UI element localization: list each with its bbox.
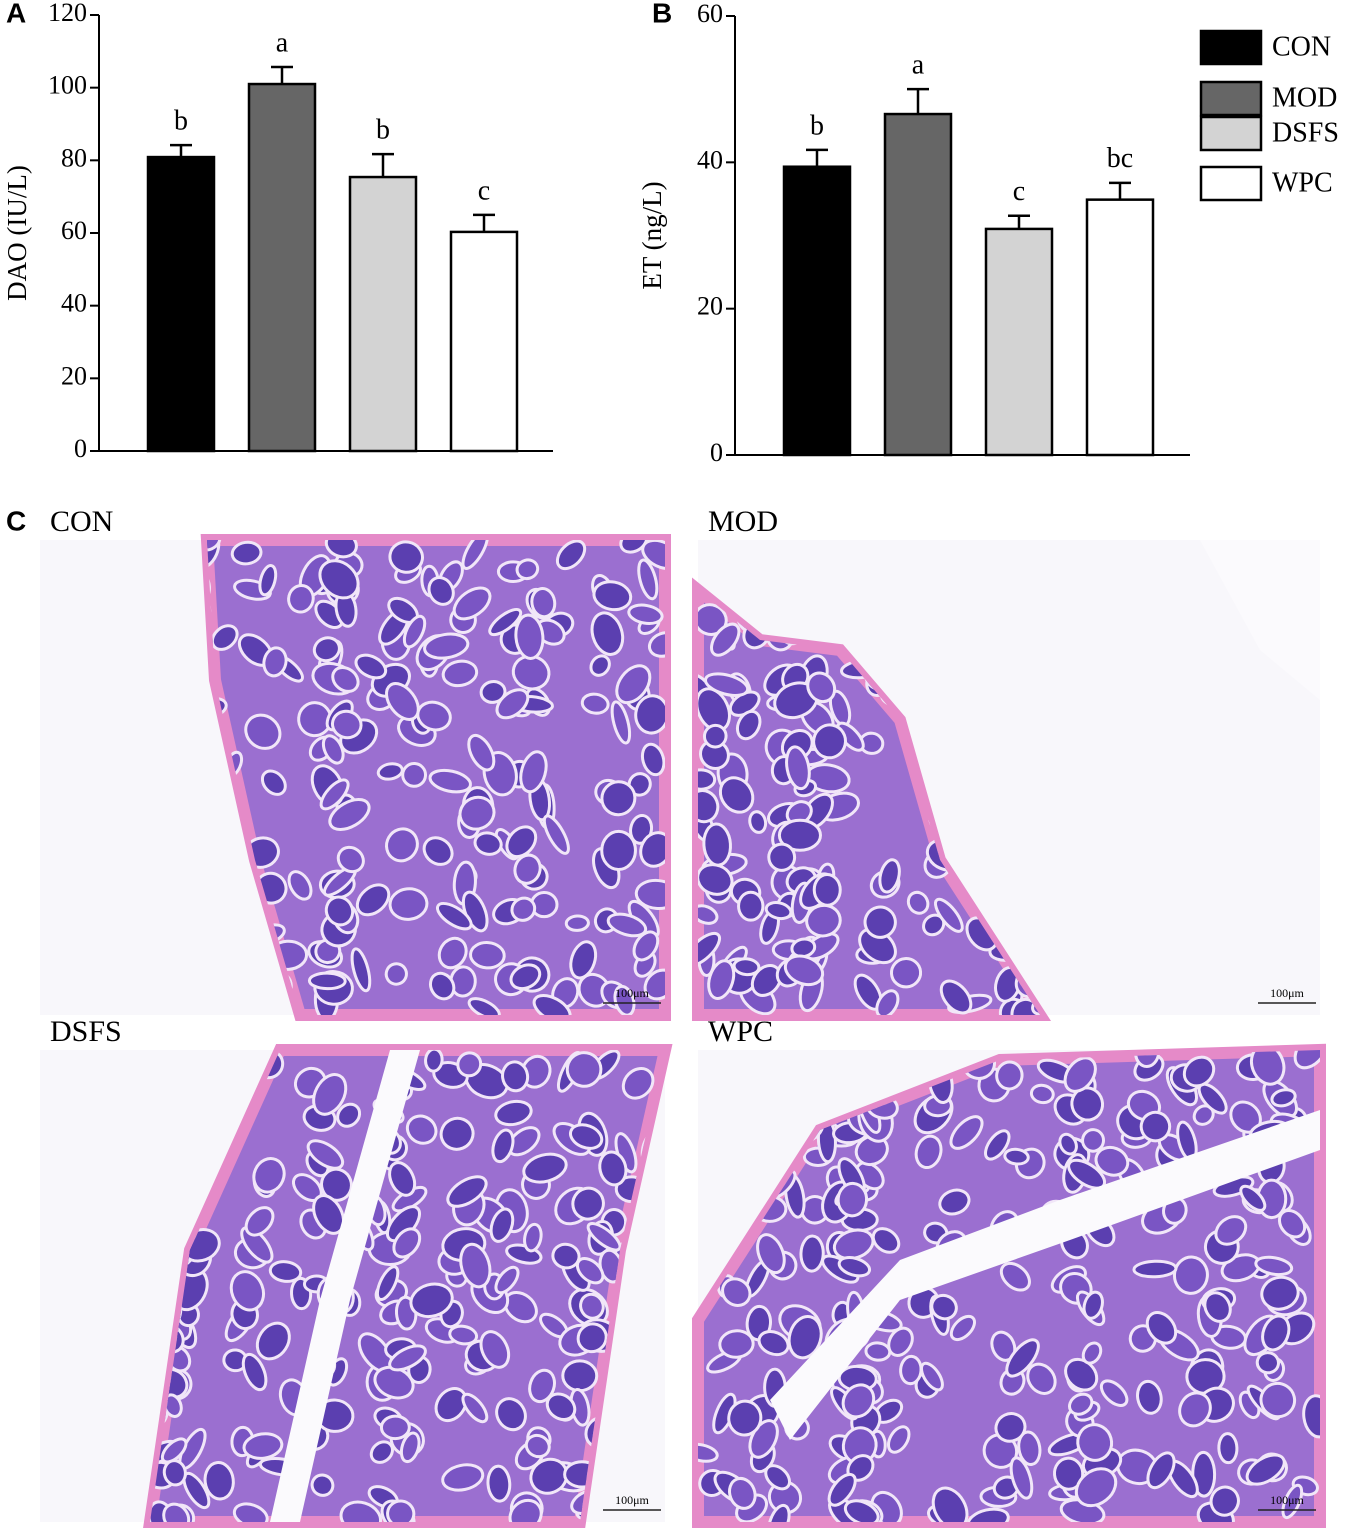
bar [883,112,953,457]
scale-bar-label: 100μm [615,1493,649,1507]
y-tick-label: 40 [697,145,723,174]
bar [449,230,519,453]
histology-image: 100μm DSFS [40,1015,673,1528]
legend-swatch [1199,80,1263,117]
significance-letter: b [376,115,390,146]
histology-image: 100μm WPC [692,1015,1326,1528]
y-axis-label: ET (ng/L) [637,181,667,289]
legend-swatch [1199,29,1263,66]
y-tick-label: 20 [697,292,723,321]
y-tick-label: 80 [61,143,87,172]
bar [1085,198,1155,457]
bar [146,155,216,453]
bar [247,82,317,453]
scale-bar-label: 100μm [1270,986,1304,1000]
bar [782,165,852,457]
legend-label: WPC [1272,167,1333,198]
bar [348,175,418,453]
significance-letter: c [1013,176,1025,207]
y-tick-label: 60 [61,216,87,245]
y-tick-label: 120 [48,0,87,27]
panel-label: C [6,505,26,536]
legend-swatch [1199,115,1263,152]
histology-image: 100μm MOD [692,505,1320,1021]
y-tick-label: 40 [61,289,87,318]
lumen [1200,540,1320,700]
y-axis-label: DAO (IU/L) [2,165,32,301]
lumen [770,1110,1320,1440]
legend-swatch [1199,165,1263,202]
panel-label: B [652,0,672,28]
y-tick-label: 20 [61,361,87,390]
crypts [207,540,665,1015]
bar [984,227,1054,457]
legend-label: DSFS [1272,117,1339,148]
image-label: WPC [708,1015,773,1048]
histology-image: 100μm CON [40,505,671,1021]
significance-letter: bc [1107,143,1133,174]
significance-letter: c [478,175,490,206]
scale-bar-label: 100μm [615,986,649,1000]
y-tick-label: 0 [710,438,723,467]
legend-label: MOD [1272,82,1337,113]
image-label: CON [50,505,113,538]
panel-label: A [6,0,26,28]
y-tick-label: 0 [74,434,87,463]
lumen [270,1050,420,1522]
legend-label: CON [1272,31,1331,62]
significance-letter: a [912,50,925,81]
y-tick-label: 60 [697,0,723,28]
significance-letter: b [174,105,188,136]
image-label: MOD [708,505,778,538]
y-tick-label: 100 [48,71,87,100]
significance-letter: a [276,27,289,58]
scale-bar-label: 100μm [1270,1493,1304,1507]
image-label: DSFS [50,1015,122,1048]
significance-letter: b [810,110,824,141]
